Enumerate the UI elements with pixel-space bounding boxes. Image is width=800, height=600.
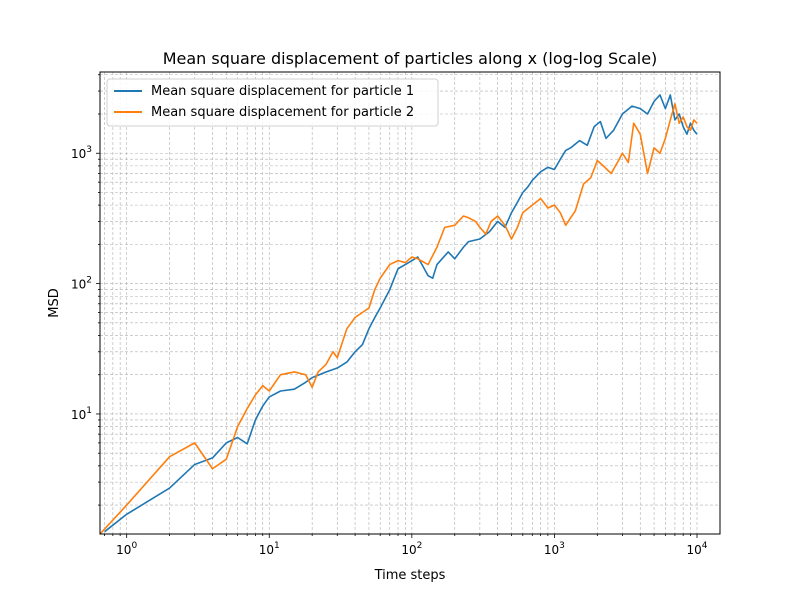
tick-layer: 100 101 102 103 104 101 102 103 (71, 74, 708, 557)
x-axis-label: Time steps (374, 568, 446, 583)
legend: Mean square displacement for particle 1 … (106, 78, 439, 127)
series-layer (100, 94, 698, 534)
plot-area (100, 94, 698, 534)
x-tick-label: 102 (401, 541, 422, 557)
y-tick-label: 102 (71, 276, 92, 292)
x-tick-label: 101 (259, 541, 280, 557)
x-tick-label: 100 (116, 541, 137, 557)
y-tick-label: 101 (71, 406, 92, 422)
legend-label-particle-1: Mean square displacement for particle 1 (151, 84, 414, 99)
x-tick-label: 104 (686, 541, 707, 557)
y-tick-label: 103 (71, 145, 92, 161)
series-line-particle-1 (104, 94, 698, 533)
grid-layer (100, 72, 720, 534)
legend-box (106, 78, 439, 127)
chart-title: Mean square displacement of particles al… (163, 49, 658, 68)
y-axis-label: MSD (47, 288, 62, 317)
series-line-particle-2 (100, 102, 698, 534)
plot-frame (99, 71, 721, 535)
x-tick-label: 103 (544, 541, 565, 557)
legend-label-particle-2: Mean square displacement for particle 2 (151, 105, 414, 120)
